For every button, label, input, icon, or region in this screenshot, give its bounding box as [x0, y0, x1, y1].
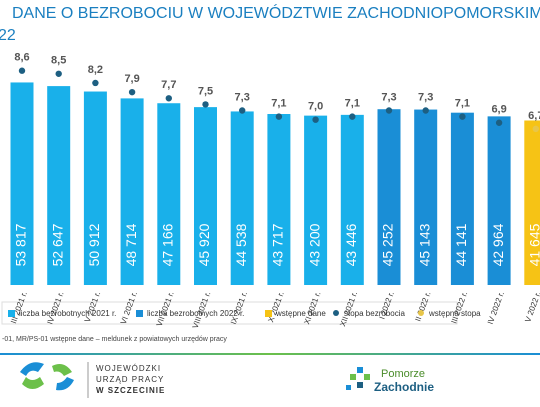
legend-label: liczba bezrobotnych 2022 r. [147, 309, 244, 318]
rate-label: 8,6 [14, 52, 29, 64]
rate-dot [55, 70, 62, 77]
source: -01, MR/PS-01 wstępne dane – meldunek z … [2, 336, 227, 343]
rate-dot [128, 88, 136, 96]
logo-pomorze [346, 367, 370, 390]
bar-label: 43 200 [306, 223, 322, 266]
rate-dot [92, 79, 99, 87]
legend-label: liczba bezrobotnych 2021 r. [19, 309, 116, 318]
rate-dot [349, 113, 356, 120]
rate-label: 8,5 [51, 55, 66, 67]
bar-label: 43 446 [343, 223, 359, 266]
rate-label: 7,1 [455, 98, 470, 110]
chart-title: 22 [0, 27, 16, 44]
bar-label: 48 714 [123, 223, 139, 266]
bar-label: 43 717 [270, 223, 286, 266]
bar-label: 45 143 [416, 223, 432, 266]
rate-dot [275, 113, 283, 120]
legend-marker [333, 310, 339, 316]
bar [230, 111, 254, 285]
rate-dot [422, 107, 429, 114]
bar [450, 112, 474, 285]
rate-label: 7,9 [124, 73, 139, 85]
bar-label: 45 252 [380, 223, 396, 266]
rate-label: 8,2 [88, 64, 103, 76]
rate-label: 6,9 [491, 104, 506, 116]
bar [47, 86, 71, 286]
legend-marker [265, 310, 272, 317]
bar-label: 53 817 [13, 223, 29, 266]
legend-label: wstępne dane [275, 309, 326, 318]
legend-label: wstępna stopa [428, 309, 481, 318]
bar [377, 109, 401, 286]
rate-label: 7,3 [235, 91, 250, 103]
x-tick-label: XI 2021 r. [302, 290, 322, 325]
rate-dot [532, 125, 539, 133]
office-name: URZĄD PRACY [96, 375, 164, 384]
bar [194, 107, 217, 285]
rate-label: 6,7 [528, 110, 540, 122]
brand-name: Zachodnie [374, 380, 434, 394]
x-tick-label: V 2021 r. [83, 290, 102, 323]
rate-dot [495, 119, 503, 126]
separator [0, 353, 540, 355]
bar [120, 98, 144, 285]
bar [304, 115, 328, 285]
bar-label: 44 141 [453, 223, 469, 266]
legend-label: stopa bezrobocia [344, 309, 405, 318]
bar-label: 42 964 [490, 223, 506, 266]
bar-label: 47 166 [160, 223, 176, 266]
rate-dot [239, 107, 246, 114]
x-tick-label: V 2022 r. [523, 290, 540, 323]
brand-name: Pomorze [381, 368, 425, 380]
office-name: WOJEWÓDZKI [96, 364, 161, 373]
bar [487, 116, 511, 285]
rate-dot [165, 95, 172, 102]
legend-box [1, 301, 458, 325]
rate-dot [202, 101, 209, 108]
bar-label: 44 538 [233, 223, 249, 266]
bar [414, 109, 438, 285]
x-tick-label: III 2021 r. [9, 290, 29, 324]
rate-dot [18, 67, 26, 74]
x-tick-label: VI 2021 r. [119, 290, 139, 325]
rate-dot [312, 116, 319, 123]
x-tick-label: IV 2021 r. [45, 290, 65, 325]
legend-marker [8, 310, 15, 317]
bar [340, 114, 364, 285]
legend-marker [418, 310, 424, 316]
bar-label: 45 920 [196, 223, 212, 266]
x-tick-label: III 2022 r. [449, 290, 469, 324]
rate-label: 7,5 [198, 85, 213, 97]
bar-label: 52 647 [49, 223, 65, 266]
legend-marker [136, 310, 143, 317]
rate-dot [459, 113, 466, 120]
rate-label: 7,7 [161, 79, 176, 91]
bar [267, 114, 291, 286]
x-tick-label: X 2021 r. [266, 290, 285, 323]
bar [157, 103, 181, 285]
chart-title: DANE O BEZROBOCIU W WOJEWÓDZTWIE ZACHODN… [12, 3, 540, 22]
rate-label: 7,1 [271, 98, 286, 110]
bar-label: 41 645 [527, 223, 540, 266]
rate-label: 7,0 [308, 101, 323, 113]
rate-label: 7,3 [418, 91, 433, 103]
logo-wup [20, 362, 74, 391]
x-tick-label: IX 2021 r. [229, 290, 249, 325]
bar [83, 91, 107, 286]
office-name: W SZCZECINIE [96, 386, 165, 395]
rate-label: 7,1 [345, 98, 360, 110]
bar [524, 120, 540, 285]
bar [10, 82, 34, 286]
bar-label: 50 912 [86, 223, 102, 266]
rate-label: 7,3 [381, 91, 396, 103]
x-tick-label: IV 2022 r. [486, 290, 506, 325]
rate-dot [385, 107, 393, 114]
